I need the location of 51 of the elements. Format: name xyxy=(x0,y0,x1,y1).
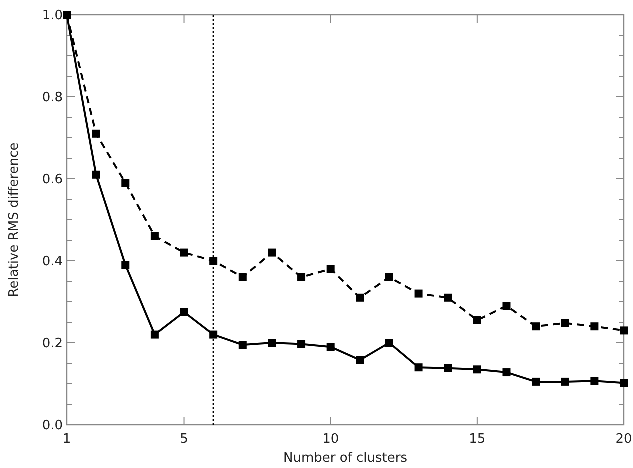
x-axis-title: Number of clusters xyxy=(283,451,408,466)
point xyxy=(92,170,100,179)
y-tick-label: 0.6 xyxy=(42,172,63,188)
point xyxy=(620,326,628,335)
point xyxy=(561,378,570,386)
x-tick-label: 10 xyxy=(322,432,340,447)
x-tick-label: 1 xyxy=(62,432,72,447)
point xyxy=(444,364,452,372)
point xyxy=(298,340,306,348)
point xyxy=(532,322,540,331)
point xyxy=(414,364,423,372)
point xyxy=(590,322,599,331)
y-axis-title: Relative RMS difference xyxy=(7,142,22,298)
point xyxy=(473,366,482,374)
point xyxy=(268,339,276,347)
point xyxy=(502,302,511,310)
point xyxy=(356,356,364,364)
point xyxy=(326,265,335,274)
point xyxy=(356,294,364,302)
point xyxy=(238,273,247,282)
point xyxy=(502,368,511,377)
point xyxy=(210,257,218,265)
point xyxy=(590,377,599,386)
y-tick-label: 0.2 xyxy=(42,336,63,352)
point xyxy=(385,339,394,347)
point xyxy=(150,232,159,240)
x-tick-label: 15 xyxy=(469,432,486,447)
point xyxy=(268,248,276,257)
point xyxy=(414,290,423,298)
point xyxy=(238,341,247,350)
point xyxy=(444,294,452,302)
y-tick-label: 0.0 xyxy=(42,418,63,434)
point xyxy=(180,248,188,257)
x-tick-label: 20 xyxy=(616,432,632,447)
point xyxy=(210,330,218,339)
point xyxy=(92,130,100,138)
point xyxy=(122,179,130,188)
point xyxy=(150,330,159,339)
point xyxy=(532,378,540,386)
point xyxy=(122,261,130,270)
x-tick-label: 5 xyxy=(180,432,188,447)
point xyxy=(620,379,628,388)
point xyxy=(473,316,482,324)
y-tick-label: 0.8 xyxy=(42,90,63,106)
y-tick-label: 1.0 xyxy=(42,8,63,24)
point xyxy=(385,273,394,282)
point xyxy=(326,343,335,352)
point xyxy=(561,319,570,328)
point xyxy=(180,308,188,316)
y-tick-label: 0.4 xyxy=(42,254,63,270)
point xyxy=(298,273,306,282)
